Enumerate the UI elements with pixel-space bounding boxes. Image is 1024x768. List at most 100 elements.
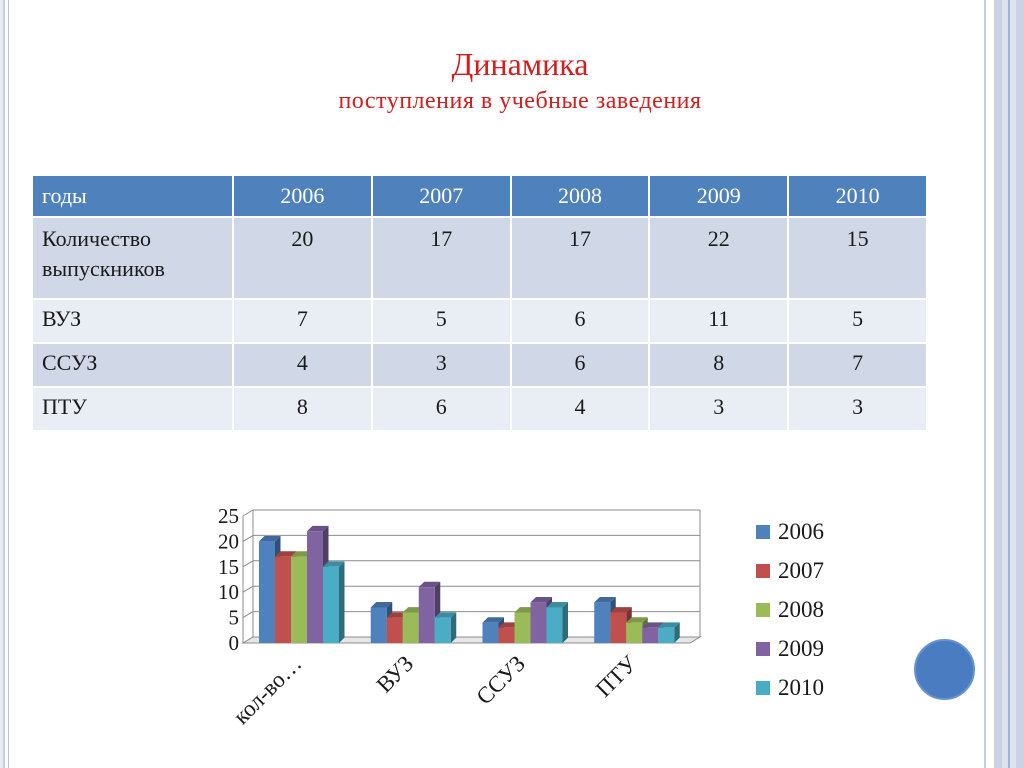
header-cell: 2009 [649, 176, 790, 217]
table-cell: 7 [788, 342, 928, 387]
header-cell: 2008 [510, 176, 651, 217]
gridline-side [242, 534, 254, 542]
legend-swatch [756, 641, 770, 656]
legend-swatch [756, 602, 770, 617]
header-cell: 2010 [788, 176, 928, 217]
bar [642, 627, 659, 643]
chart-legend: 2006 2007 2008 2009 2010 [756, 512, 824, 707]
table-row: ВУЗ 7 5 6 11 5 [33, 298, 928, 343]
table-row: Количество выпускников 20 17 17 22 15 [33, 216, 928, 299]
bar [307, 531, 323, 643]
table-cell: 8 [649, 342, 790, 387]
y-tick-label: 5 [229, 606, 240, 630]
header-cell: годы [33, 176, 234, 217]
bar [259, 541, 275, 643]
bar [610, 612, 627, 643]
bar-top [642, 622, 664, 628]
table-cell: 4 [233, 342, 373, 387]
title-line-2: поступления в учебные заведения [338, 88, 702, 114]
decorative-circle [914, 639, 975, 700]
bar-top [658, 622, 680, 628]
data-table: годы 2006 2007 2008 2009 2010 Количество… [33, 176, 928, 430]
left-border-decoration [0, 0, 12, 768]
table-cell: 6 [510, 298, 651, 343]
y-tick-label: 0 [229, 631, 240, 655]
table-row: ССУЗ 4 3 6 8 7 [33, 342, 928, 387]
bar [594, 602, 611, 643]
table-cell: 6 [510, 342, 651, 387]
row-label: ВУЗ [33, 298, 234, 343]
row-label: ССУЗ [33, 342, 234, 387]
bar [498, 627, 515, 643]
y-tick-label: 25 [218, 504, 239, 528]
bar [386, 617, 403, 643]
legend-item: 2007 [756, 551, 824, 590]
header-cell: 2006 [233, 176, 373, 217]
y-tick-label: 15 [218, 555, 239, 579]
bar-top [307, 525, 329, 532]
bar-top [275, 551, 297, 557]
bar [402, 612, 419, 643]
table-cell: 3 [649, 386, 790, 430]
bar-top [482, 617, 504, 623]
bar [514, 612, 531, 643]
table-cell: 17 [510, 216, 651, 299]
bar-side [339, 561, 345, 643]
legend-swatch [756, 524, 770, 539]
bar-side [450, 612, 457, 643]
table-cell: 8 [233, 386, 373, 430]
bar [546, 607, 563, 643]
legend-swatch [756, 680, 770, 695]
bar-top [610, 607, 632, 613]
table-cell: 3 [371, 342, 512, 387]
table-cell: 7 [233, 298, 373, 343]
table-cell: 11 [649, 298, 790, 343]
table-cell: 20 [233, 216, 373, 299]
title-line-1: Динамика [451, 46, 589, 82]
table-cell: 5 [371, 298, 512, 343]
legend-label: 2008 [778, 596, 824, 622]
gridline-side [242, 585, 254, 593]
header-cell: 2007 [371, 176, 512, 217]
table-cell: 5 [788, 298, 928, 343]
bar-top [434, 612, 457, 618]
bar-top [626, 617, 648, 623]
y-tick-label: 20 [218, 529, 239, 553]
legend-item: 2006 [756, 512, 824, 551]
bar [482, 622, 499, 643]
bar [434, 617, 451, 643]
table-cell: 17 [371, 216, 512, 299]
slide-title: Динамика поступления в учебные заведения [120, 44, 920, 118]
bar-top [323, 561, 345, 567]
x-category-label: ССУЗ [471, 651, 530, 710]
right-border-decoration [980, 0, 1024, 768]
bar-side [562, 602, 568, 643]
bar-top [370, 602, 393, 608]
table-row: ПТУ 8 6 4 3 3 [33, 386, 928, 430]
gridline-side [242, 509, 254, 517]
table-cell: 3 [788, 386, 928, 430]
bar-top [418, 581, 441, 588]
legend-item: 2009 [756, 629, 824, 668]
table-cell: 22 [649, 216, 790, 299]
row-label: ПТУ [33, 386, 234, 430]
bar [658, 627, 675, 643]
bar-top [546, 602, 568, 608]
bar-top [594, 596, 616, 603]
gridline-side [242, 611, 254, 619]
legend-swatch [756, 563, 770, 578]
bar [291, 556, 307, 643]
legend-label: 2010 [778, 674, 824, 700]
legend-item: 2008 [756, 590, 824, 629]
table-cell: 15 [788, 216, 928, 299]
gridline-side [242, 560, 254, 568]
bar [323, 566, 339, 643]
y-tick-label: 10 [218, 580, 239, 604]
x-category-label: кол-во… [228, 651, 306, 729]
legend-label: 2009 [778, 635, 824, 661]
bar [275, 556, 291, 643]
bar [530, 602, 547, 643]
table-cell: 6 [371, 386, 512, 430]
